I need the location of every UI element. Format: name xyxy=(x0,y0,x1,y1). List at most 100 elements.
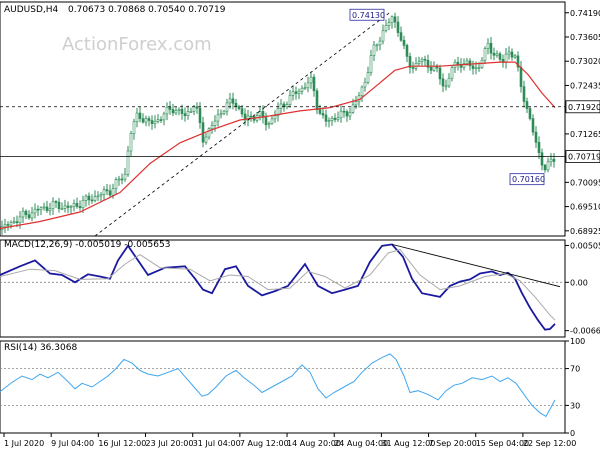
x-tick-label: 24 Aug 04:00 xyxy=(334,439,388,448)
y-tick-label: 0.73605 xyxy=(570,33,600,42)
candle-body xyxy=(303,87,307,90)
candle-body xyxy=(111,188,115,196)
x-tick-label: 1 Jul 2020 xyxy=(4,439,44,448)
candle-body xyxy=(537,142,541,154)
candle-body xyxy=(96,195,100,198)
candle-body xyxy=(324,114,328,122)
level-label: 0.70719 xyxy=(568,153,600,162)
candle-body xyxy=(417,61,421,64)
candle-body xyxy=(318,109,322,114)
candle-body xyxy=(498,53,502,60)
grid-layer xyxy=(0,1,566,434)
candle-body xyxy=(456,61,460,65)
candle-body xyxy=(99,194,103,197)
candle-body xyxy=(504,53,508,63)
panel-frame-rsi xyxy=(0,340,566,434)
y-tick-label: 0.71265 xyxy=(570,130,600,139)
candle-body xyxy=(81,200,85,209)
candle-body xyxy=(198,107,202,123)
candle-body xyxy=(393,16,397,23)
candle-body xyxy=(285,104,289,108)
candle-body xyxy=(153,120,157,124)
candle-body xyxy=(150,120,154,124)
candle-body xyxy=(288,94,292,105)
content-layer: 0.74130 0.70160 xyxy=(0,8,565,418)
candle-body xyxy=(483,48,487,61)
candle-body xyxy=(315,90,319,111)
candle-body xyxy=(363,81,367,88)
x-tick-label: 22 Sep 12:00 xyxy=(523,439,576,448)
candle-body xyxy=(396,21,400,33)
candle-body xyxy=(174,110,178,114)
candle-body xyxy=(180,109,184,114)
candle-body xyxy=(186,111,190,116)
candle-body xyxy=(267,123,271,126)
candle-body xyxy=(213,120,217,126)
x-tick-label: 23 Jul 20:00 xyxy=(146,439,194,448)
candle-body xyxy=(531,118,535,133)
candle-body xyxy=(27,214,31,219)
candle-body xyxy=(534,131,538,143)
candle-body xyxy=(60,208,64,210)
candle-body xyxy=(126,150,130,175)
macd-line xyxy=(0,243,556,331)
candle-body xyxy=(51,201,55,210)
candle-body xyxy=(381,30,385,42)
candle-body xyxy=(495,53,499,56)
candle-body xyxy=(291,91,295,96)
candle-body xyxy=(207,128,211,138)
candle-body xyxy=(135,112,139,122)
candle-body xyxy=(327,120,331,122)
candle-body xyxy=(357,95,361,103)
candle-body xyxy=(129,133,133,152)
rsi-header: RSI(14) 36.3068 xyxy=(4,343,77,353)
candle-body xyxy=(423,58,427,61)
candle-body xyxy=(195,106,199,109)
candle-body xyxy=(366,72,370,83)
candle-body xyxy=(162,113,166,121)
annotation-label: 0.70160 xyxy=(512,175,545,184)
candle-body xyxy=(522,86,526,102)
candle-body xyxy=(465,60,469,64)
candle-body xyxy=(222,110,226,114)
candle-body xyxy=(420,58,424,62)
candle-body xyxy=(45,206,49,211)
candle-body xyxy=(171,109,175,114)
candle-body xyxy=(507,51,511,55)
macd-header: MACD(12,26,9) -0.005019 -0.005653 xyxy=(4,240,170,250)
candle-body xyxy=(321,113,325,116)
candle-body xyxy=(90,199,94,202)
y-tick-label: 0.72435 xyxy=(570,81,600,90)
y-tick-label: -0.006629 xyxy=(570,327,600,336)
candle-body xyxy=(219,113,223,116)
candle-body xyxy=(375,44,379,47)
candle-body xyxy=(165,106,169,115)
annotation-label: 0.74130 xyxy=(352,11,385,20)
candle-body xyxy=(336,117,340,120)
candle-body xyxy=(234,102,238,107)
y-tick-label: 0.00 xyxy=(570,278,588,287)
candle-body xyxy=(276,108,280,117)
level-label-box xyxy=(565,100,600,114)
y-tick-label: 0.70095 xyxy=(570,178,600,187)
level-label: 0.71920 xyxy=(568,103,600,112)
x-tick-label: 9 Jul 04:00 xyxy=(51,439,94,448)
panel-frame-macd xyxy=(0,239,566,338)
candle-body xyxy=(450,67,454,79)
candle-body xyxy=(492,52,496,56)
candle-body xyxy=(471,65,475,69)
candle-body xyxy=(330,117,334,121)
candle-body xyxy=(543,164,547,171)
candle-body xyxy=(345,111,349,117)
candle-body xyxy=(33,208,37,214)
y-tick-label: 0.73020 xyxy=(570,57,600,66)
candle-body xyxy=(84,195,88,201)
candle-body xyxy=(405,45,409,57)
y-tick-label: 30 xyxy=(570,401,580,410)
candle-body xyxy=(231,98,235,104)
candle-body xyxy=(192,106,196,112)
candle-body xyxy=(297,90,301,94)
y-tick-label: 0.005052 xyxy=(570,241,600,250)
price-ohlc: 0.70673 0.70868 0.70540 0.70719 xyxy=(68,5,226,15)
